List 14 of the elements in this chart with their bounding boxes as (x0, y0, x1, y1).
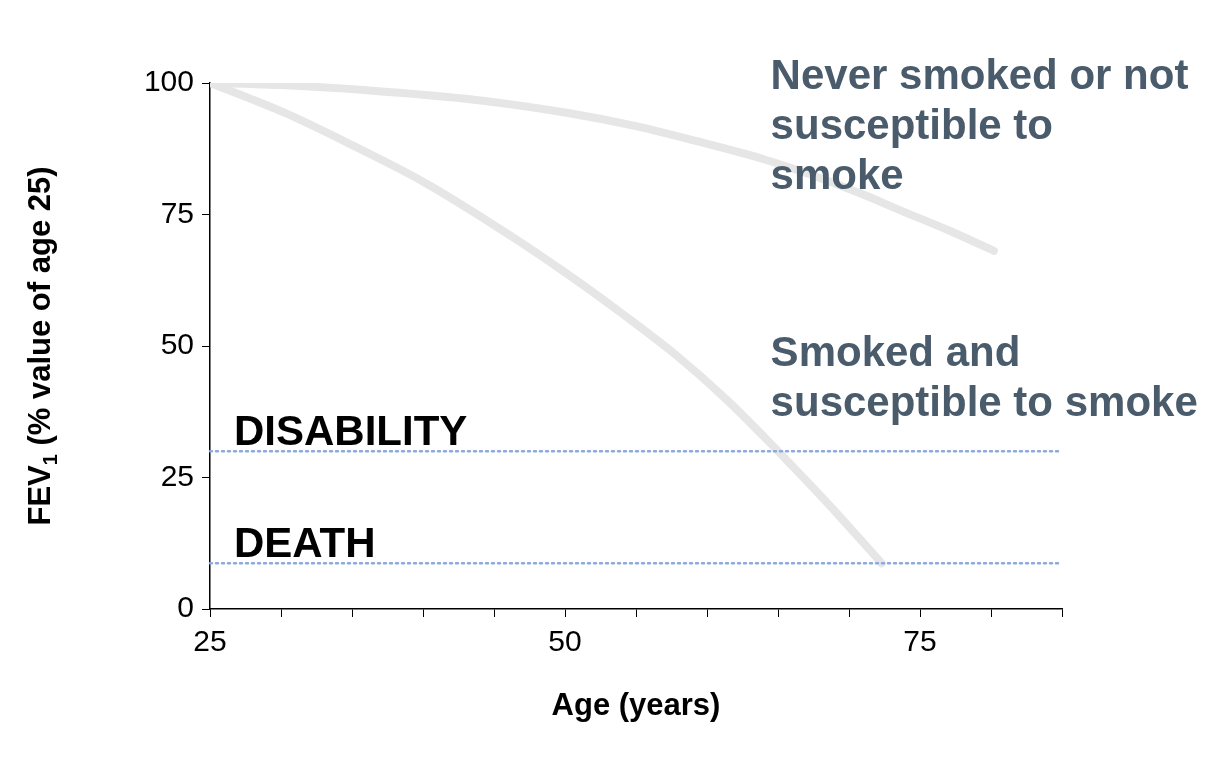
x-tick-label: 50 (548, 624, 582, 658)
ref-line-label: DISABILITY (234, 407, 468, 455)
y-tick-label: 25 (160, 458, 194, 492)
x-tick-label: 75 (903, 624, 937, 658)
y-tick-label: 100 (143, 64, 194, 98)
series-label: Never smoked or not susceptible to smoke (770, 50, 1189, 198)
y-tick-label: 50 (160, 327, 194, 361)
x-axis-title: Age (years) (551, 687, 721, 722)
x-tick-label: 25 (193, 624, 227, 658)
y-axis-title: FEV1 (% value of age 25) (22, 166, 61, 526)
series-label: Smoked and susceptible to smoke (770, 328, 1198, 426)
y-tick-label: 0 (177, 590, 194, 624)
y-tick-label: 75 (160, 195, 194, 229)
ref-line-label: DEATH (234, 519, 376, 567)
